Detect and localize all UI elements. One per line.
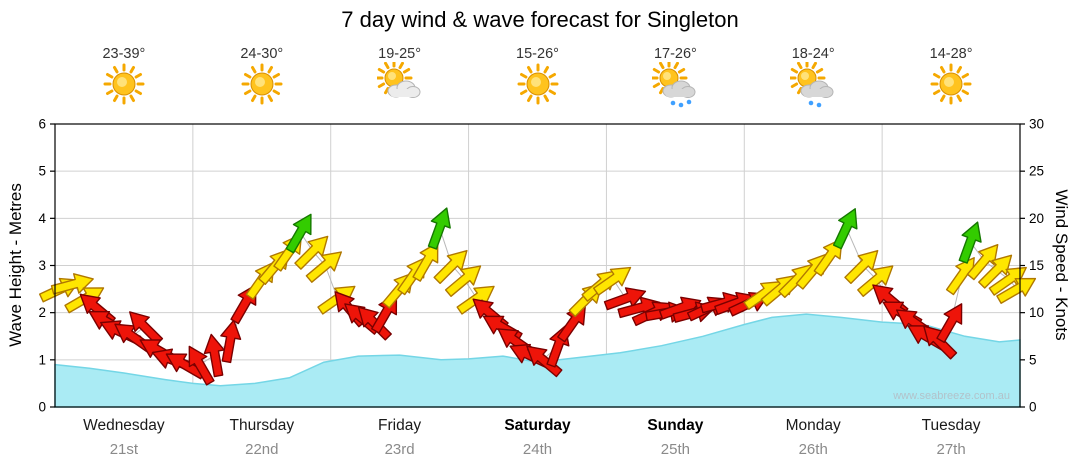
day-date: 24th <box>522 441 553 458</box>
wind-arrow <box>188 345 215 386</box>
wind-arrow <box>592 266 632 296</box>
right-tick-label: 15 <box>1029 258 1044 273</box>
wind-arrow <box>844 249 879 285</box>
day-date: 23rd <box>384 441 415 458</box>
wind-arrow <box>996 277 1037 304</box>
left-tick-label: 4 <box>38 211 46 226</box>
wind-arrow <box>433 249 468 285</box>
wind-arrow <box>444 265 482 298</box>
temp-range: 14-28° <box>929 46 973 62</box>
day-name: Sunday <box>647 417 704 434</box>
page-title: 7 day wind & wave forecast for Singleton <box>341 7 739 32</box>
wind-arrow <box>857 265 894 298</box>
wind-arrow <box>305 251 342 283</box>
weather-icon <box>375 59 423 108</box>
wind-arrow <box>203 333 225 378</box>
sun-cloud-showers-icon <box>650 59 696 108</box>
temp-range: 19-25° <box>378 46 422 62</box>
right-axis-label: Wind Speed - Knots <box>1052 189 1071 341</box>
rain-drop-icon <box>808 100 814 106</box>
wind-arrow <box>220 319 242 364</box>
weather-icon <box>650 59 698 108</box>
rain-drop-icon <box>679 102 684 108</box>
left-tick-label: 0 <box>38 400 46 415</box>
temp-range: 24-30° <box>240 46 284 62</box>
right-tick-label: 30 <box>1029 117 1044 132</box>
wind-arrow <box>412 241 439 282</box>
rain-drop-icon <box>816 102 822 108</box>
watermark: www.seabreeze.com.au <box>893 390 1010 402</box>
wind-arrow <box>526 345 563 378</box>
weather-icon <box>239 62 285 108</box>
right-tick-label: 20 <box>1029 211 1044 226</box>
sunny-icon <box>103 63 145 105</box>
day-name: Wednesday <box>83 417 165 434</box>
wind-arrow <box>923 325 958 360</box>
day-name: Thursday <box>229 417 295 434</box>
day-name: Tuesday <box>921 417 981 434</box>
sunny-icon <box>517 63 558 105</box>
wind-arrow <box>978 254 1013 289</box>
temp-range: 23-39° <box>102 46 146 62</box>
day-date: 27th <box>936 441 966 458</box>
temp-range: 15-26° <box>516 46 559 62</box>
weather-icon <box>515 62 561 108</box>
day-name: Friday <box>378 417 422 434</box>
day-date: 21st <box>109 441 139 458</box>
rain-drop-icon <box>671 100 676 106</box>
wind-arrow <box>603 287 647 311</box>
left-tick-label: 6 <box>38 117 46 132</box>
weather-icon <box>101 62 147 108</box>
right-tick-label: 0 <box>1029 400 1037 415</box>
temp-range: 17-26° <box>653 46 697 62</box>
rain-drop-icon <box>687 99 692 105</box>
weather-icon <box>788 59 836 108</box>
right-tick-label: 5 <box>1029 352 1037 367</box>
wind-arrow <box>966 244 999 281</box>
wind-arrow <box>936 303 963 344</box>
left-axis-label: Wave Height - Metres <box>6 183 25 347</box>
left-tick-label: 1 <box>38 352 46 367</box>
sunny-icon <box>930 63 972 105</box>
wind-arrow <box>294 235 329 270</box>
right-tick-label: 25 <box>1029 164 1044 179</box>
wind-arrow <box>832 208 858 250</box>
sun-cloud-icon <box>375 59 421 98</box>
day-date: 26th <box>798 441 828 458</box>
weather-icon <box>928 62 974 108</box>
wind-arrow <box>285 213 312 254</box>
temp-range: 18-24° <box>791 46 835 62</box>
sun-cloud-shower-icon <box>788 59 834 108</box>
left-tick-label: 3 <box>38 258 46 273</box>
day-name: Saturday <box>504 417 571 434</box>
wind-arrow <box>427 207 451 250</box>
day-name: Monday <box>785 417 841 434</box>
wind-arrow <box>988 266 1027 296</box>
wind-arrow <box>557 304 587 343</box>
wind-arrow <box>50 273 94 295</box>
wind-arrow <box>129 311 164 346</box>
wind-arrow <box>958 221 982 264</box>
left-tick-label: 5 <box>38 164 46 179</box>
day-date: 25th <box>660 441 690 458</box>
sunny-icon <box>241 63 283 105</box>
day-date: 22nd <box>245 441 279 458</box>
left-tick-label: 2 <box>38 305 46 320</box>
right-tick-label: 10 <box>1029 305 1044 320</box>
